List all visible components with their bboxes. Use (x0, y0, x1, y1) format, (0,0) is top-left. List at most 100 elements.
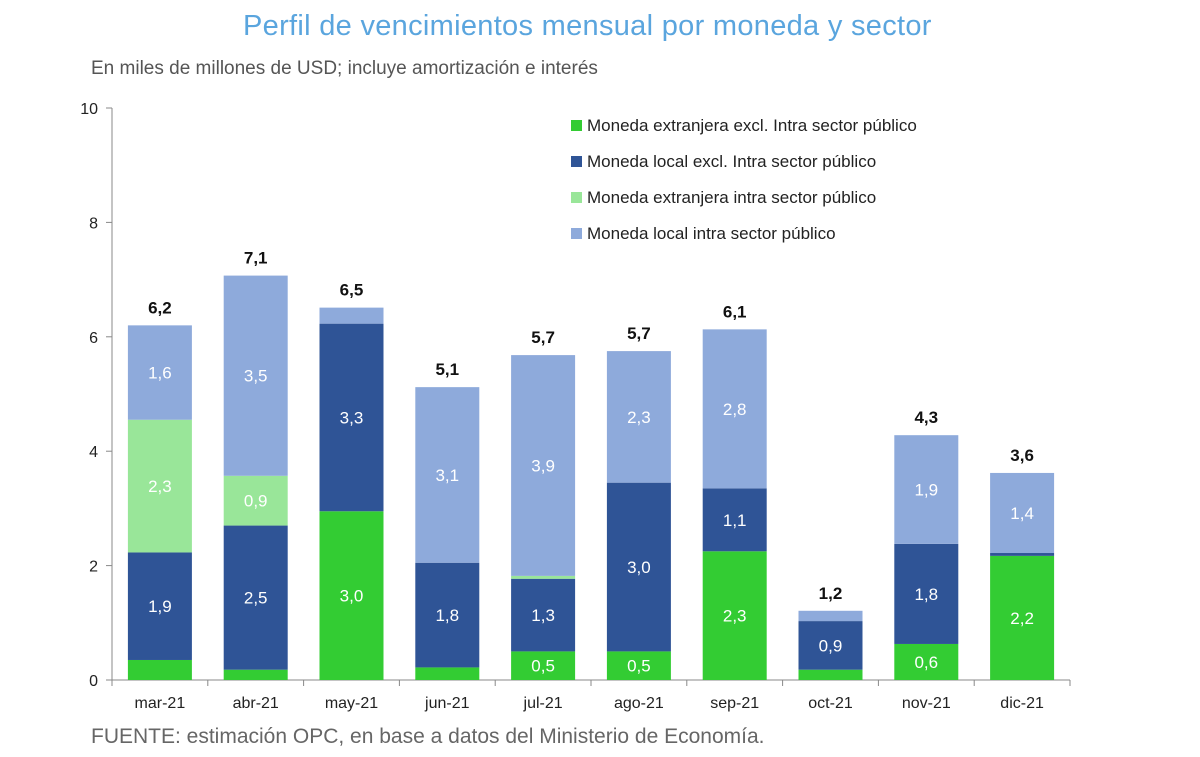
y-tick-label: 4 (89, 444, 98, 461)
segment-value-label: 2,3 (627, 408, 651, 427)
bar-segment (702, 551, 767, 680)
segment-value-label: 0,5 (627, 657, 651, 676)
x-tick-label: abr-21 (233, 695, 279, 712)
segment-value-label: 0,9 (819, 636, 843, 655)
legend-entry-label: Moneda local excl. Intra sector público (587, 152, 876, 171)
y-tick-label: 0 (89, 673, 98, 690)
bar-segment (798, 669, 863, 680)
bar-segment (702, 329, 767, 489)
x-tick-label: dic-21 (1000, 695, 1044, 712)
segment-value-label: 0,6 (914, 653, 938, 672)
x-tick-label: jul-21 (523, 695, 563, 712)
legend-swatch (571, 156, 582, 167)
bar-segment (894, 435, 959, 544)
segment-value-label: 2,3 (148, 477, 172, 496)
bar-total-label: 5,7 (531, 328, 555, 347)
segment-value-label: 3,3 (340, 408, 364, 427)
bar-segment (511, 575, 576, 579)
segment-value-label: 2,8 (723, 400, 747, 419)
segment-value-label: 2,3 (723, 607, 747, 626)
legend-entry-label: Moneda extranjera excl. Intra sector púb… (587, 116, 917, 135)
segment-value-label: 3,1 (435, 466, 459, 485)
segment-value-label: 1,9 (148, 597, 172, 616)
bar-segment (223, 525, 288, 670)
bar-segment (223, 475, 288, 526)
bar-segment (606, 482, 671, 652)
segment-value-label: 1,4 (1010, 504, 1034, 523)
x-tick-label: may-21 (325, 695, 378, 712)
segment-value-label: 3,5 (244, 367, 268, 386)
y-tick-label: 2 (89, 559, 98, 576)
legend-swatch (571, 192, 582, 203)
bar-segment (990, 553, 1055, 556)
bar-segment (606, 351, 671, 483)
y-tick-label: 8 (89, 215, 98, 232)
bar-total-label: 6,5 (340, 281, 364, 300)
bar-segment (127, 419, 192, 553)
segment-value-label: 3,0 (340, 587, 364, 606)
x-tick-label: mar-21 (135, 695, 186, 712)
legend-swatch (571, 120, 582, 131)
y-tick-label: 10 (80, 101, 98, 118)
bar-segment (127, 659, 192, 680)
bar-total-label: 7,1 (244, 249, 268, 268)
chart-source-note: FUENTE: estimación OPC, en base a datos … (91, 725, 765, 748)
bar-segment (990, 472, 1055, 554)
bar-segment (606, 651, 671, 680)
segment-value-label: 1,9 (914, 481, 938, 500)
bar-segment (223, 669, 288, 680)
bar-segment (319, 323, 384, 512)
segment-value-label: 0,9 (244, 492, 268, 511)
bar-total-label: 6,2 (148, 298, 172, 317)
bar-segment (702, 488, 767, 552)
bar-total-label: 4,3 (914, 408, 938, 427)
x-tick-label: jun-21 (424, 695, 470, 712)
x-tick-label: oct-21 (808, 695, 853, 712)
bar-segment (990, 555, 1055, 680)
legend-swatch (571, 228, 582, 239)
bar-segment (415, 562, 480, 668)
segment-value-label: 1,3 (531, 606, 555, 625)
segment-value-label: 1,6 (148, 364, 172, 383)
segment-value-label: 3,9 (531, 457, 555, 476)
bar-segment (319, 511, 384, 680)
bar-segment (511, 651, 576, 680)
bar-total-label: 5,1 (435, 360, 459, 379)
bar-segment (415, 667, 480, 680)
x-tick-label: sep-21 (710, 695, 759, 712)
bar-total-label: 6,1 (723, 302, 747, 321)
chart-legend: Moneda extranjera excl. Intra sector púb… (571, 116, 917, 243)
bar-segment (511, 355, 576, 576)
bar-total-label: 5,7 (627, 324, 651, 343)
segment-value-label: 1,8 (914, 585, 938, 604)
legend-entry-label: Moneda extranjera intra sector público (587, 188, 876, 207)
bar-segment (223, 275, 288, 476)
segment-value-label: 2,2 (1010, 609, 1034, 628)
bar-segment (319, 307, 384, 324)
bar-segment (415, 387, 480, 563)
bar-segment (798, 621, 863, 670)
bar-segment (894, 643, 959, 680)
segment-value-label: 1,8 (435, 606, 459, 625)
bar-segment (511, 578, 576, 652)
bar-segment (127, 325, 192, 420)
x-tick-label: nov-21 (902, 695, 951, 712)
bar-segment (127, 552, 192, 660)
chart-subtitle: En miles de millones de USD; incluye amo… (91, 58, 598, 79)
bar-segment (798, 610, 863, 622)
segment-value-label: 3,0 (627, 558, 651, 577)
bar-segment (894, 543, 959, 644)
stacked-bar-chart: 0 2 4 6 8 10 mar-21 abr-21 may-21 jun-21 jul-21 ago… (80, 101, 1071, 712)
bar-total-label: 1,2 (819, 584, 843, 603)
y-tick-label: 6 (89, 330, 98, 347)
segment-value-label: 1,1 (723, 511, 747, 530)
segment-value-label: 2,5 (244, 589, 268, 608)
chart-axes: 0 2 4 6 8 10 mar-21 abr-21 may-21 jun-21 jul-21 ago… (80, 101, 1071, 712)
bar-total-label: 3,6 (1010, 446, 1034, 465)
chart-bars: 1,9 2,3 1,6 6,2 2,5 0,9 3,5 7,1 3,0 3,3 6,5 1,8 3,1 5… (127, 249, 1055, 680)
segment-value-label: 0,5 (531, 657, 555, 676)
legend-entry-label: Moneda local intra sector público (587, 224, 836, 243)
x-tick-label: ago-21 (614, 695, 664, 712)
chart-title: Perfil de vencimientos mensual por moned… (243, 10, 932, 42)
